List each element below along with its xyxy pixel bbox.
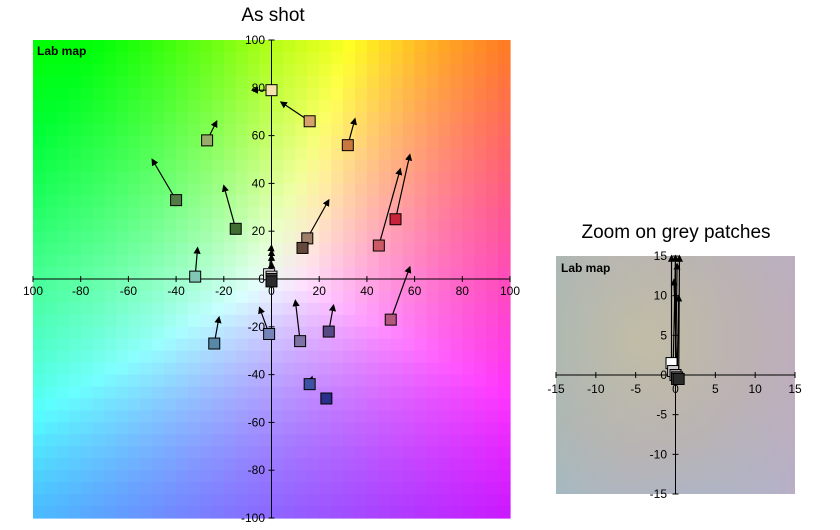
y-tick-label: -5 — [656, 408, 667, 422]
x-tick-label: -10 — [587, 382, 605, 396]
data-marks-layer — [151, 84, 685, 405]
y-tick-label: -80 — [248, 463, 266, 477]
tick-label-layer: 100 -80 -60 -40 -20 0 20 40 60 80 100100806040200-… — [23, 33, 802, 525]
y-tick-label: 0 — [258, 272, 265, 286]
patch-marker — [229, 222, 242, 235]
patch-marker — [296, 241, 309, 254]
y-tick-label: 15 — [654, 249, 668, 263]
x-tick-label: -15 — [547, 382, 565, 396]
patch-marker — [372, 239, 385, 252]
patch-marker — [263, 327, 276, 340]
patch-marker — [170, 194, 183, 207]
x-tick-label: 10 — [748, 382, 762, 396]
x-tick-label: -5 — [630, 382, 641, 396]
x-tick-label: 100 — [500, 284, 520, 298]
patch-marker — [303, 115, 316, 128]
patch-marker — [672, 372, 685, 385]
shift-arrow — [390, 265, 412, 320]
patch-marker — [389, 213, 402, 226]
y-tick-label: 5 — [660, 328, 667, 342]
patch-marker — [384, 313, 397, 326]
main-panel-label: Lab map — [37, 44, 86, 58]
patch-marker — [341, 139, 354, 152]
shift-arrow — [394, 153, 413, 220]
shift-arrow — [221, 184, 237, 229]
x-tick-label: -60 — [120, 284, 138, 298]
x-tick-label: 60 — [408, 284, 422, 298]
patch-marker — [265, 275, 278, 288]
shift-arrow — [675, 254, 684, 379]
y-tick-label: 100 — [245, 33, 265, 47]
shift-arrow — [671, 254, 679, 372]
shift-arrow — [151, 158, 177, 201]
patch-marker — [294, 335, 307, 348]
x-tick-label: -40 — [167, 284, 185, 298]
y-tick-label: -15 — [650, 487, 668, 501]
y-tick-label: -60 — [248, 415, 266, 429]
patch-marker — [208, 337, 221, 350]
shift-arrow — [292, 299, 301, 342]
patch-marker — [265, 84, 278, 97]
x-tick-label: 0 — [268, 284, 275, 298]
x-tick-label: 0 — [672, 382, 679, 396]
x-tick-label: 40 — [360, 284, 374, 298]
patch-marker — [322, 325, 335, 338]
y-tick-label: -40 — [248, 368, 266, 382]
y-tick-label: 20 — [252, 224, 266, 238]
x-tick-label: -20 — [215, 284, 233, 298]
x-tick-label: 15 — [788, 382, 802, 396]
y-tick-label: 80 — [252, 81, 266, 95]
y-tick-label: 0 — [660, 368, 667, 382]
y-tick-label: -20 — [248, 320, 266, 334]
main-chart-title: As shot — [241, 5, 305, 26]
x-tick-label: 100 — [23, 284, 43, 298]
x-tick-label: 5 — [712, 382, 719, 396]
x-tick-label: 80 — [456, 284, 470, 298]
y-tick-label: -10 — [650, 447, 668, 461]
x-tick-label: -80 — [72, 284, 90, 298]
shift-arrow — [306, 198, 330, 239]
patch-marker — [201, 134, 214, 147]
zoom-panel-label: Lab map — [561, 261, 610, 275]
y-tick-label: -100 — [241, 511, 265, 525]
zoom-chart-title: Zoom on grey patches — [581, 222, 771, 243]
y-tick-label: 60 — [252, 129, 266, 143]
patch-marker — [320, 392, 333, 405]
lab-color-background — [33, 40, 511, 519]
shift-arrow — [378, 167, 403, 246]
y-tick-label: 10 — [654, 289, 668, 303]
patch-marker — [189, 270, 202, 283]
y-tick-label: 40 — [252, 176, 266, 190]
x-tick-label: 20 — [313, 284, 327, 298]
patch-marker — [303, 378, 316, 391]
